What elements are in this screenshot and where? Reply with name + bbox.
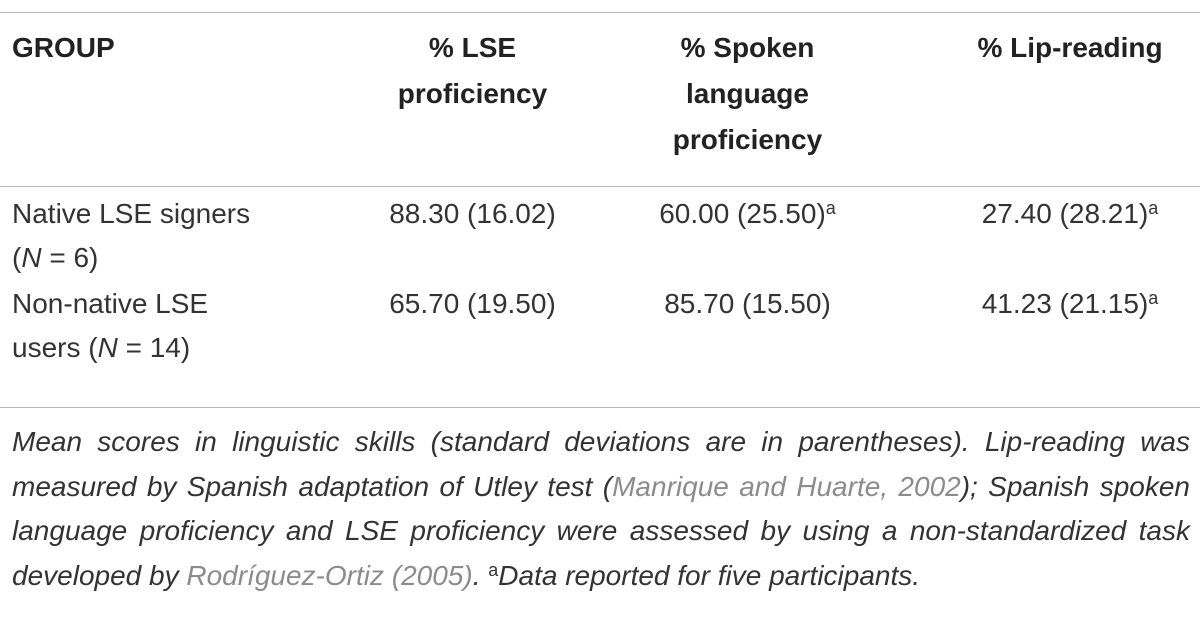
table-row: Native LSE signers (N = 6) 88.30 (16.02)…	[0, 174, 1200, 282]
header-group: GROUP	[12, 32, 115, 63]
footnote-marker: a	[825, 198, 836, 218]
data-table: GROUP % LSE proficiency % Spoken languag…	[0, 13, 1200, 394]
footnote-marker: a	[1148, 198, 1159, 218]
cell-lse: 65.70 (19.50)	[389, 288, 556, 319]
table-header-rule	[0, 186, 1200, 187]
cell-spoken: 85.70 (15.50)	[664, 288, 831, 319]
cell-lse: 88.30 (16.02)	[389, 198, 556, 229]
table-row: Non-native LSE users (N = 14) 65.70 (19.…	[0, 282, 1200, 394]
table-bottom-rule	[0, 407, 1200, 408]
cell-group: Non-native LSE users (N = 14)	[12, 288, 209, 363]
cell-spoken: 60.00 (25.50)a	[659, 198, 836, 229]
citation-link-rodriguez-ortiz[interactable]: Rodríguez-Ortiz (2005)	[186, 559, 473, 591]
table-top-rule	[0, 12, 1200, 13]
table-header-row: GROUP % LSE proficiency % Spoken languag…	[0, 13, 1200, 174]
header-lse-proficiency: % LSE proficiency	[397, 32, 548, 109]
footnote-marker: a	[1148, 288, 1159, 308]
table-caption: Mean scores in linguistic skills (standa…	[12, 426, 1190, 591]
citation-link-manrique-huarte[interactable]: Manrique and Huarte, 2002	[612, 470, 961, 502]
footnote-marker: a	[488, 559, 499, 580]
header-spoken-language-proficiency: % Spoken language proficiency	[672, 32, 823, 155]
cell-lip-reading: 41.23 (21.15)a	[981, 288, 1159, 319]
header-lip-reading: % Lip-reading	[977, 32, 1163, 63]
cell-lip-reading: 27.40 (28.21)a	[981, 198, 1159, 229]
cell-group: Native LSE signers (N = 6)	[12, 198, 251, 273]
